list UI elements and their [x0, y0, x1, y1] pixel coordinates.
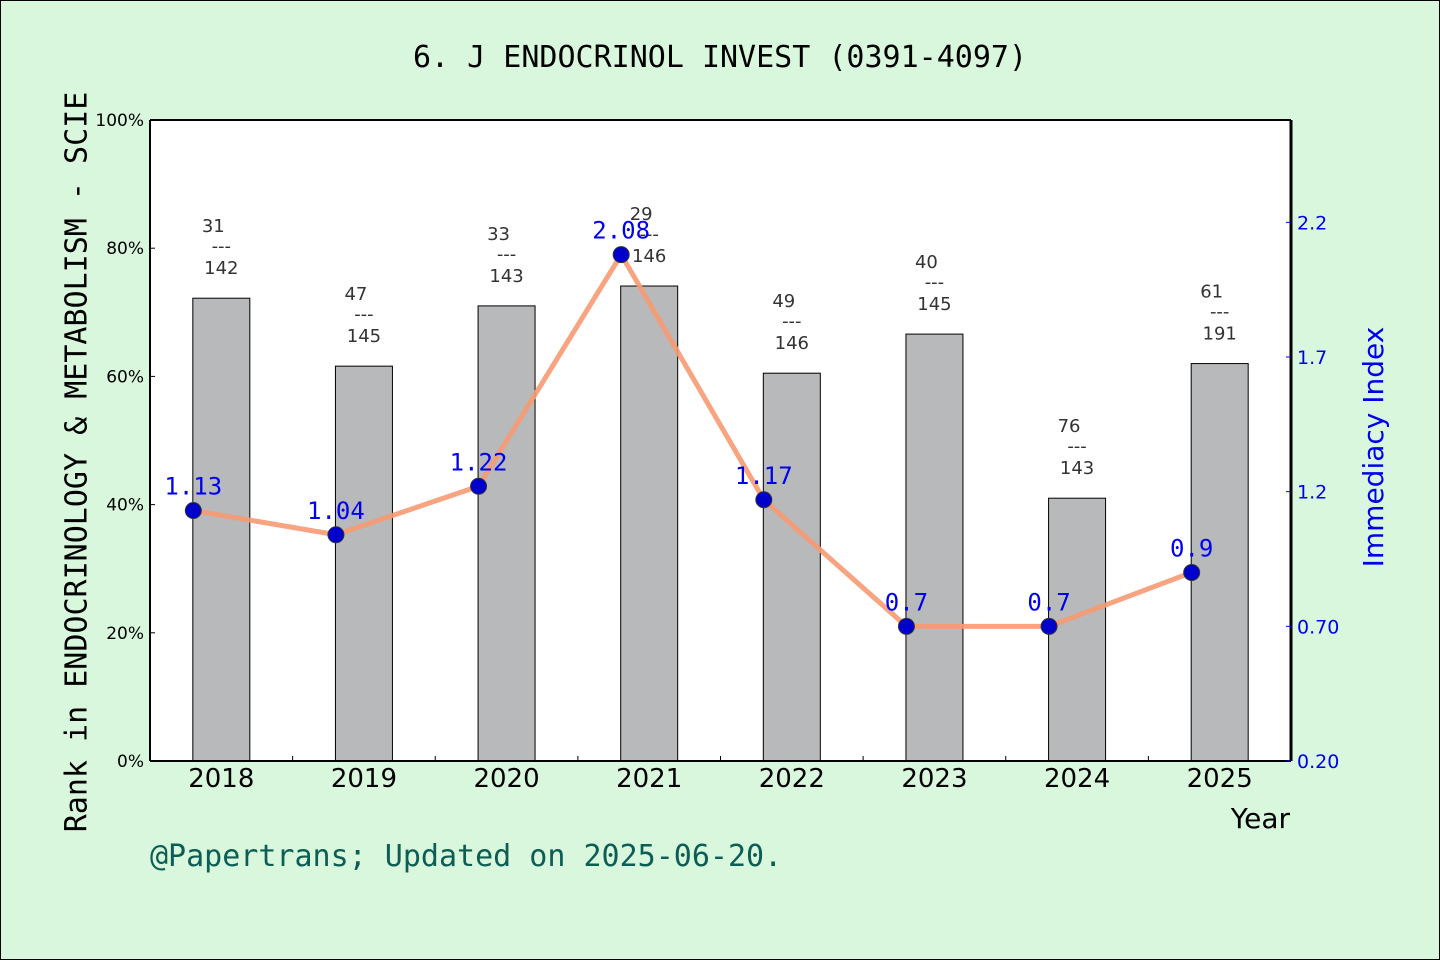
y2-tick-label: 1.2: [1297, 482, 1327, 504]
y2-tick-label: 0.20: [1297, 751, 1339, 773]
x-tick-label: 2022: [759, 764, 825, 794]
immediacy-label: 2.08: [592, 217, 650, 245]
chart-title: 6. J ENDOCRINOL INVEST (0391-4097): [413, 40, 1027, 75]
rank-divider: ---: [782, 311, 802, 332]
y-tick-label: 60%: [106, 367, 144, 387]
x-axis-label: Year: [1230, 802, 1291, 835]
y2-tick-label: 2.2: [1297, 212, 1327, 234]
immediacy-point-2022: [755, 491, 773, 509]
bar-2024: [1048, 497, 1107, 762]
bar-2021: [620, 285, 679, 762]
y-tick-label: 40%: [106, 496, 144, 516]
y-tick-label: 80%: [106, 239, 144, 259]
rank-denominator: 145: [917, 294, 951, 315]
immediacy-label: 1.17: [735, 462, 793, 490]
y-axis-label: Rank in ENDOCRINOLOGY & METABOLISM - SCI…: [60, 92, 95, 833]
rank-divider: ---: [925, 272, 945, 293]
y-tick-label: 20%: [106, 624, 144, 644]
immediacy-point-2019: [327, 526, 345, 544]
bar-2020: [477, 305, 536, 762]
rank-divider: ---: [212, 236, 232, 257]
bar-2023: [905, 333, 964, 762]
plot-area: [150, 120, 1291, 761]
rank-denominator: 146: [632, 246, 666, 267]
rank-divider: ---: [497, 244, 517, 265]
rank-divider: ---: [639, 224, 659, 245]
rank-numerator: 31: [202, 216, 225, 237]
immediacy-label: 0.9: [1170, 534, 1213, 562]
rank-numerator: 49: [772, 291, 795, 312]
immediacy-point-2020: [470, 477, 488, 495]
y-tick-label: 0%: [117, 752, 144, 772]
y2-tick-label: 1.7: [1297, 347, 1327, 369]
axes-group: 0% 20% 40% 60% 80% 100% 0.20 0.70 1.2 1.7 2.2 2018 2…: [95, 111, 1339, 794]
footer-note: @Papertrans; Updated on 2025-06-20.: [150, 839, 782, 874]
immediacy-point-2023: [897, 617, 915, 635]
rank-numerator: 29: [630, 204, 653, 225]
immediacy-label: 0.7: [885, 588, 928, 616]
x-tick-label: 2018: [188, 764, 254, 794]
immediacy-line-group: 1.13 1.04 1.22 2.08 1.17 0.7 0.7 0.9: [164, 217, 1213, 635]
immediacy-label: 1.13: [164, 473, 222, 501]
rank-labels-group: 31---14247---14533---14329---14649---146…: [202, 204, 1237, 479]
y-tick-label: 100%: [95, 111, 144, 131]
immediacy-point-2024: [1040, 617, 1058, 635]
rank-divider: ---: [1210, 302, 1230, 323]
y2-tick-label: 0.70: [1297, 616, 1339, 638]
bar-2018: [192, 297, 251, 762]
rank-denominator: 143: [489, 266, 523, 287]
immediacy-point-2025: [1183, 563, 1201, 581]
immediacy-label: 0.7: [1027, 588, 1070, 616]
rank-denominator: 146: [775, 333, 809, 354]
rank-divider: ---: [1067, 436, 1087, 457]
immediacy-line: [192, 252, 1193, 629]
rank-denominator: 143: [1060, 458, 1094, 479]
x-tick-label: 2020: [473, 764, 539, 794]
bar-2019: [334, 365, 393, 762]
bar-2025: [1190, 363, 1249, 762]
rank-numerator: 76: [1058, 416, 1081, 437]
x-tick-label: 2021: [616, 764, 682, 794]
bar-2022: [762, 372, 821, 762]
immediacy-label: 1.22: [450, 448, 508, 476]
y2-axis-label: Immediacy Index: [1357, 327, 1390, 568]
rank-denominator: 145: [347, 326, 381, 347]
immediacy-point-2018: [184, 502, 202, 520]
x-tick-label: 2019: [331, 764, 397, 794]
rank-divider: ---: [354, 304, 374, 325]
rank-denominator: 191: [1203, 324, 1237, 345]
x-tick-label: 2024: [1044, 764, 1110, 794]
rank-numerator: 33: [487, 224, 510, 245]
immediacy-label: 1.04: [307, 497, 365, 525]
rank-numerator: 61: [1200, 282, 1223, 303]
rank-numerator: 47: [344, 284, 367, 305]
rank-numerator: 40: [915, 252, 938, 273]
rank-denominator: 142: [204, 258, 238, 279]
immediacy-point-2021: [612, 246, 630, 264]
x-tick-label: 2025: [1187, 764, 1253, 794]
x-tick-label: 2023: [901, 764, 967, 794]
